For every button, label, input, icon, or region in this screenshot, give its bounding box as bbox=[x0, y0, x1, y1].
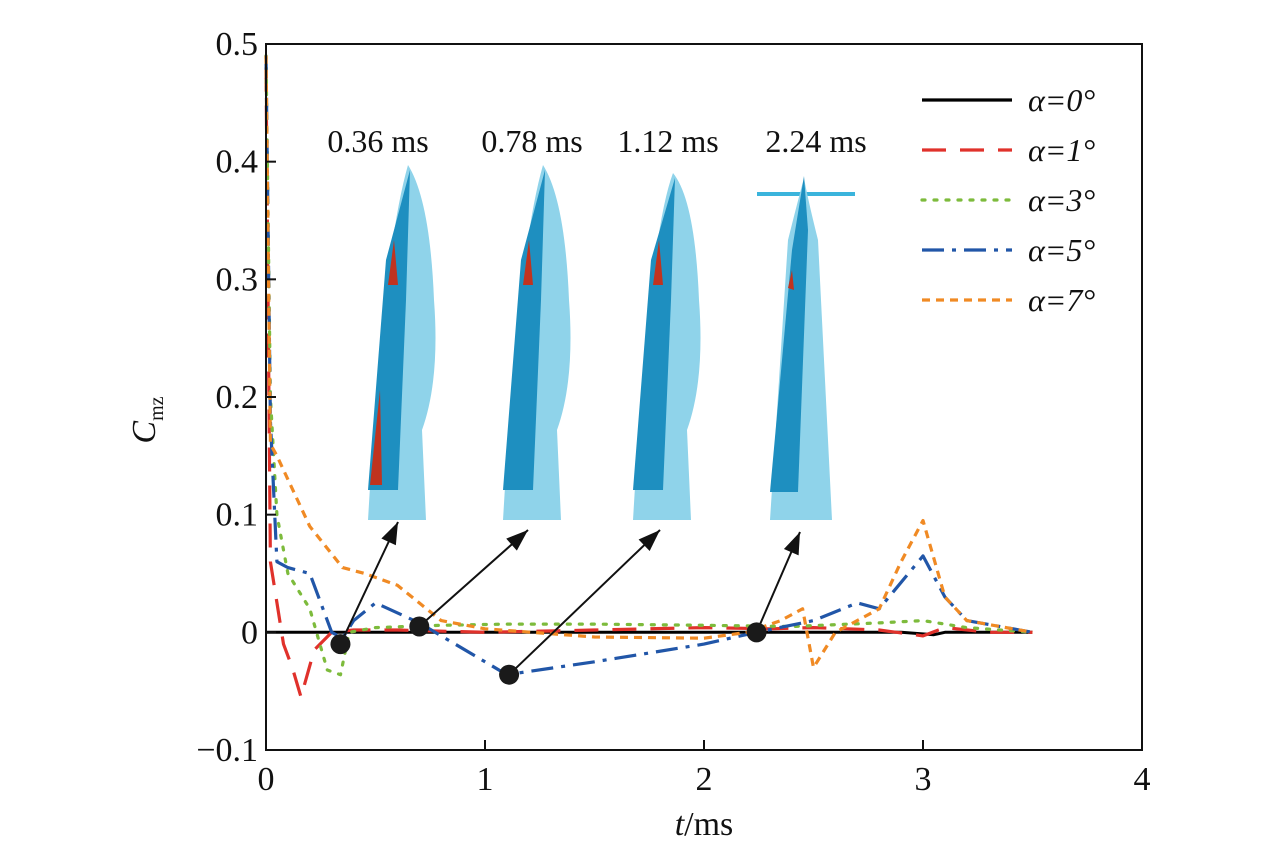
arrows-layer bbox=[339, 521, 801, 676]
x-tick-label: 2 bbox=[696, 761, 713, 798]
x-axis-title-var: t bbox=[675, 806, 686, 843]
pointer-arrow-line bbox=[418, 529, 529, 628]
markers-layer bbox=[330, 616, 767, 685]
snapshot-hot-region bbox=[370, 390, 382, 485]
time-label-1: 0.78 ms bbox=[481, 123, 582, 159]
y-tick-label: 0.1 bbox=[216, 497, 259, 534]
legend-label-1: α=1° bbox=[1028, 132, 1095, 168]
x-tick-label: 1 bbox=[477, 761, 494, 798]
y-tick-label: 0.2 bbox=[216, 379, 259, 416]
y-tick-label: 0 bbox=[241, 614, 258, 651]
ticks-layer: 0 1 2 3 4−0.100.10.20.30.40.5 bbox=[196, 26, 1150, 798]
flow-snapshot-insets bbox=[368, 165, 855, 520]
x-axis-title-unit: /ms bbox=[684, 806, 733, 843]
snapshot-hot-region bbox=[653, 240, 663, 285]
snapshot-inset-1 bbox=[503, 165, 571, 520]
time-label-3: 2.24 ms bbox=[765, 123, 866, 159]
y-tick-label: 0.3 bbox=[216, 261, 259, 298]
x-tick-label: 3 bbox=[915, 761, 932, 798]
legend-label-2: α=3° bbox=[1028, 182, 1095, 218]
time-marker-dot bbox=[499, 664, 520, 685]
pointer-arrow-head bbox=[638, 530, 660, 552]
y-axis-title-sub: mz bbox=[146, 396, 168, 421]
series-line-0 bbox=[266, 630, 1033, 637]
snapshot-inset-0 bbox=[368, 165, 436, 520]
snapshot-body-inner bbox=[770, 176, 808, 492]
pointer-arrow-line bbox=[508, 529, 661, 676]
y-axis-title-var: C bbox=[126, 421, 163, 444]
x-tick-label: 4 bbox=[1134, 761, 1151, 798]
legend-label-0: α=0° bbox=[1028, 82, 1095, 118]
x-tick-label: 0 bbox=[258, 761, 275, 798]
time-marker-dot bbox=[409, 616, 430, 637]
x-axis-title: t/ms bbox=[675, 806, 734, 843]
pointer-arrow-head bbox=[783, 532, 800, 556]
pointer-arrow-head bbox=[506, 530, 528, 551]
time-label-2: 1.12 ms bbox=[617, 123, 718, 159]
legend-label-4: α=7° bbox=[1028, 282, 1095, 318]
snapshot-inset-3 bbox=[757, 176, 855, 520]
snapshot-hot-region bbox=[388, 240, 398, 285]
y-tick-label: 0.4 bbox=[216, 144, 259, 181]
pointer-arrow-line bbox=[339, 521, 399, 645]
snapshot-inset-2 bbox=[633, 173, 701, 520]
time-marker-dot bbox=[746, 622, 767, 643]
time-marker-dot bbox=[330, 634, 351, 655]
snapshot-hot-region bbox=[523, 240, 533, 285]
snapshot-body-inner bbox=[633, 178, 675, 490]
snapshot-hot-region bbox=[788, 270, 794, 290]
legend-label-3: α=5° bbox=[1028, 232, 1095, 268]
y-axis-title: Cmz bbox=[126, 396, 168, 443]
y-tick-label: −0.1 bbox=[196, 732, 258, 769]
time-labels: 0.36 ms 0.78 ms 1.12 ms 2.24 ms bbox=[327, 123, 866, 159]
y-tick-label: 0.5 bbox=[216, 26, 259, 63]
pointer-arrow-head bbox=[381, 522, 398, 546]
legend: α=0° α=1° α=3° α=5° α=7° bbox=[920, 82, 1095, 318]
series-line-1 bbox=[264, 67, 1033, 699]
snapshot-body-inner bbox=[503, 170, 545, 490]
series-line-4 bbox=[264, 55, 1033, 670]
time-label-0: 0.36 ms bbox=[327, 123, 428, 159]
